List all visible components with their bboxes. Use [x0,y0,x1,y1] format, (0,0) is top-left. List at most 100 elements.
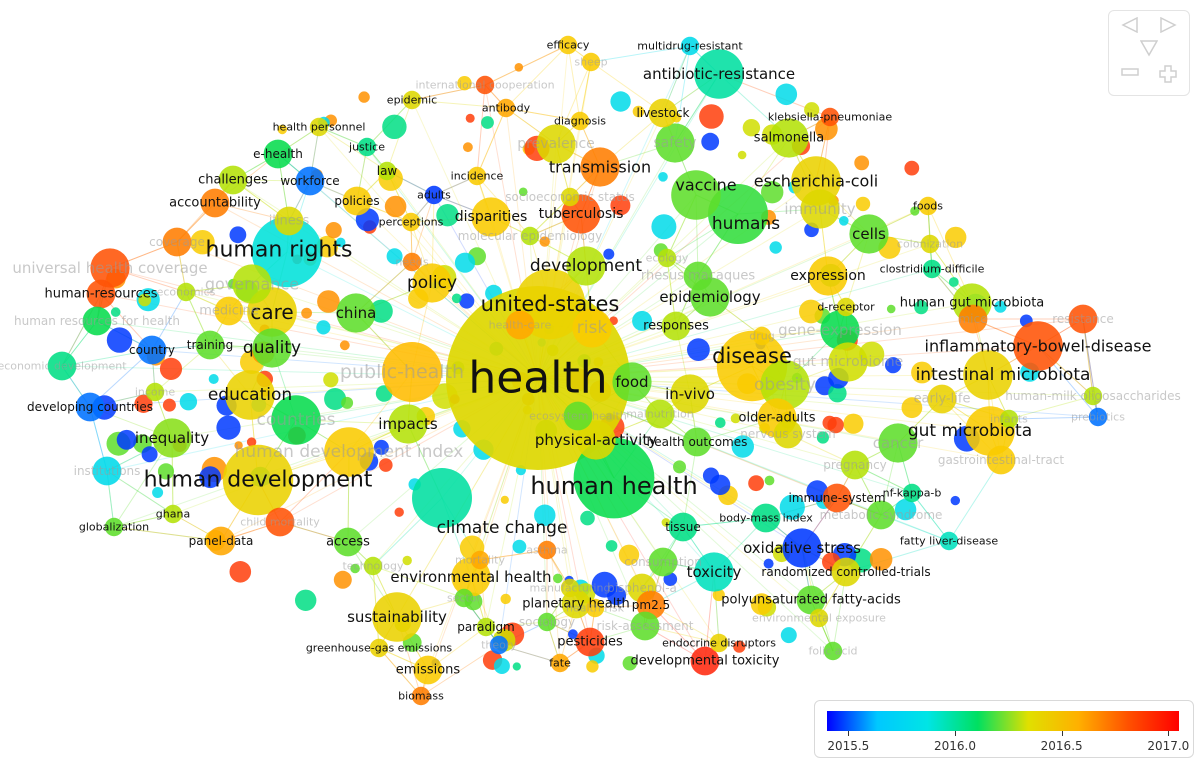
keyword-node[interactable] [342,186,372,216]
keyword-node[interactable] [840,450,870,480]
keyword-node[interactable] [566,246,606,286]
keyword-node[interactable] [902,483,922,503]
keyword-node[interactable] [580,147,620,187]
keyword-node[interactable] [800,189,840,229]
keyword-node[interactable] [363,556,383,576]
keyword-node[interactable] [263,139,293,169]
keyword-node[interactable] [333,527,363,557]
keyword-node[interactable] [958,304,988,334]
keyword-node[interactable] [476,617,496,637]
keyword-node[interactable] [690,646,720,676]
keyword-node[interactable] [75,392,105,422]
keyword-node[interactable] [475,75,495,95]
keyword-node[interactable] [849,214,889,254]
keyword-node[interactable] [309,117,329,137]
keyword-node[interactable] [1068,304,1098,334]
keyword-node[interactable] [252,328,292,368]
keyword-node[interactable] [137,335,167,365]
keyword-node[interactable] [377,161,397,181]
keyword-node[interactable] [214,296,244,326]
keyword-node[interactable] [206,526,236,556]
keyword-node[interactable] [558,35,578,55]
keyword-node[interactable] [424,185,444,205]
keyword-node[interactable] [324,427,374,477]
keyword-node[interactable] [922,259,942,279]
keyword-node[interactable] [939,531,959,551]
keyword-node[interactable] [572,308,612,348]
keyword-node[interactable] [537,540,557,560]
keyword-node[interactable] [372,592,422,642]
keyword-node[interactable] [575,627,605,657]
keyword-node[interactable] [550,653,570,673]
keyword-node[interactable] [47,351,77,381]
keyword-node[interactable] [467,166,487,186]
keyword-node[interactable] [820,310,860,350]
keyword-node[interactable] [986,445,1016,475]
keyword-node[interactable] [382,342,442,402]
keyword-node[interactable] [1013,321,1063,371]
keyword-node[interactable] [828,342,868,382]
keyword-node[interactable] [823,641,843,661]
keyword-node[interactable] [918,196,938,216]
keyword-node[interactable] [683,261,713,291]
triangle-left-icon[interactable] [1121,17,1139,33]
keyword-node[interactable] [760,360,810,410]
keyword-node[interactable] [920,234,940,254]
keyword-node[interactable] [413,655,443,685]
keyword-nodes[interactable] [47,35,1108,706]
keyword-node[interactable] [218,165,248,195]
keyword-node[interactable] [560,578,580,598]
keyword-node[interactable] [581,52,601,72]
keyword-node[interactable] [563,401,593,431]
keyword-node[interactable] [751,503,781,533]
keyword-node[interactable] [388,404,428,444]
keyword-node[interactable] [1083,386,1103,406]
keyword-node[interactable] [176,282,196,302]
keyword-node[interactable] [104,517,124,537]
keyword-node[interactable] [570,111,590,131]
keyword-node[interactable] [520,226,540,246]
keyword-node[interactable] [412,263,452,303]
keyword-node[interactable] [612,362,652,402]
keyword-node[interactable] [670,374,710,414]
keyword-node[interactable] [163,504,183,524]
keyword-node[interactable] [402,252,422,272]
keyword-node[interactable] [232,264,272,304]
keyword-node[interactable] [820,107,840,127]
keyword-node[interactable] [82,306,112,336]
keyword-node[interactable] [536,124,576,164]
keyword-node[interactable] [752,326,772,346]
keyword-node[interactable] [454,588,474,608]
plus-icon[interactable] [1159,65,1177,83]
keyword-node[interactable] [585,598,605,618]
keyword-node[interactable] [560,187,580,207]
keyword-node[interactable] [412,468,472,528]
keyword-node[interactable] [630,611,660,641]
keyword-node[interactable] [274,206,304,236]
keyword-node[interactable] [162,227,192,257]
keyword-node[interactable] [694,49,744,99]
keyword-node[interactable] [200,188,230,218]
keyword-node[interactable] [661,311,691,341]
keyword-node[interactable] [645,399,675,429]
keyword-node[interactable] [336,293,376,333]
keyword-node[interactable] [401,212,421,232]
keyword-node[interactable] [251,216,323,288]
keyword-node[interactable] [357,137,377,157]
keyword-node[interactable] [225,370,275,420]
keyword-node[interactable] [668,512,698,542]
triangle-right-icon[interactable] [1159,17,1177,33]
keyword-node[interactable] [866,500,896,530]
keyword-node[interactable] [271,395,321,445]
keyword-node[interactable] [808,256,848,296]
keyword-node[interactable] [222,444,294,516]
keyword-node[interactable] [682,427,712,457]
keyword-node[interactable] [657,248,677,268]
keyword-node[interactable] [411,686,431,706]
minus-icon[interactable] [1121,65,1139,79]
keyword-node[interactable] [963,350,1013,400]
keyword-node[interactable] [782,528,822,568]
keyword-node[interactable] [680,36,700,56]
keyword-node[interactable] [809,608,829,628]
